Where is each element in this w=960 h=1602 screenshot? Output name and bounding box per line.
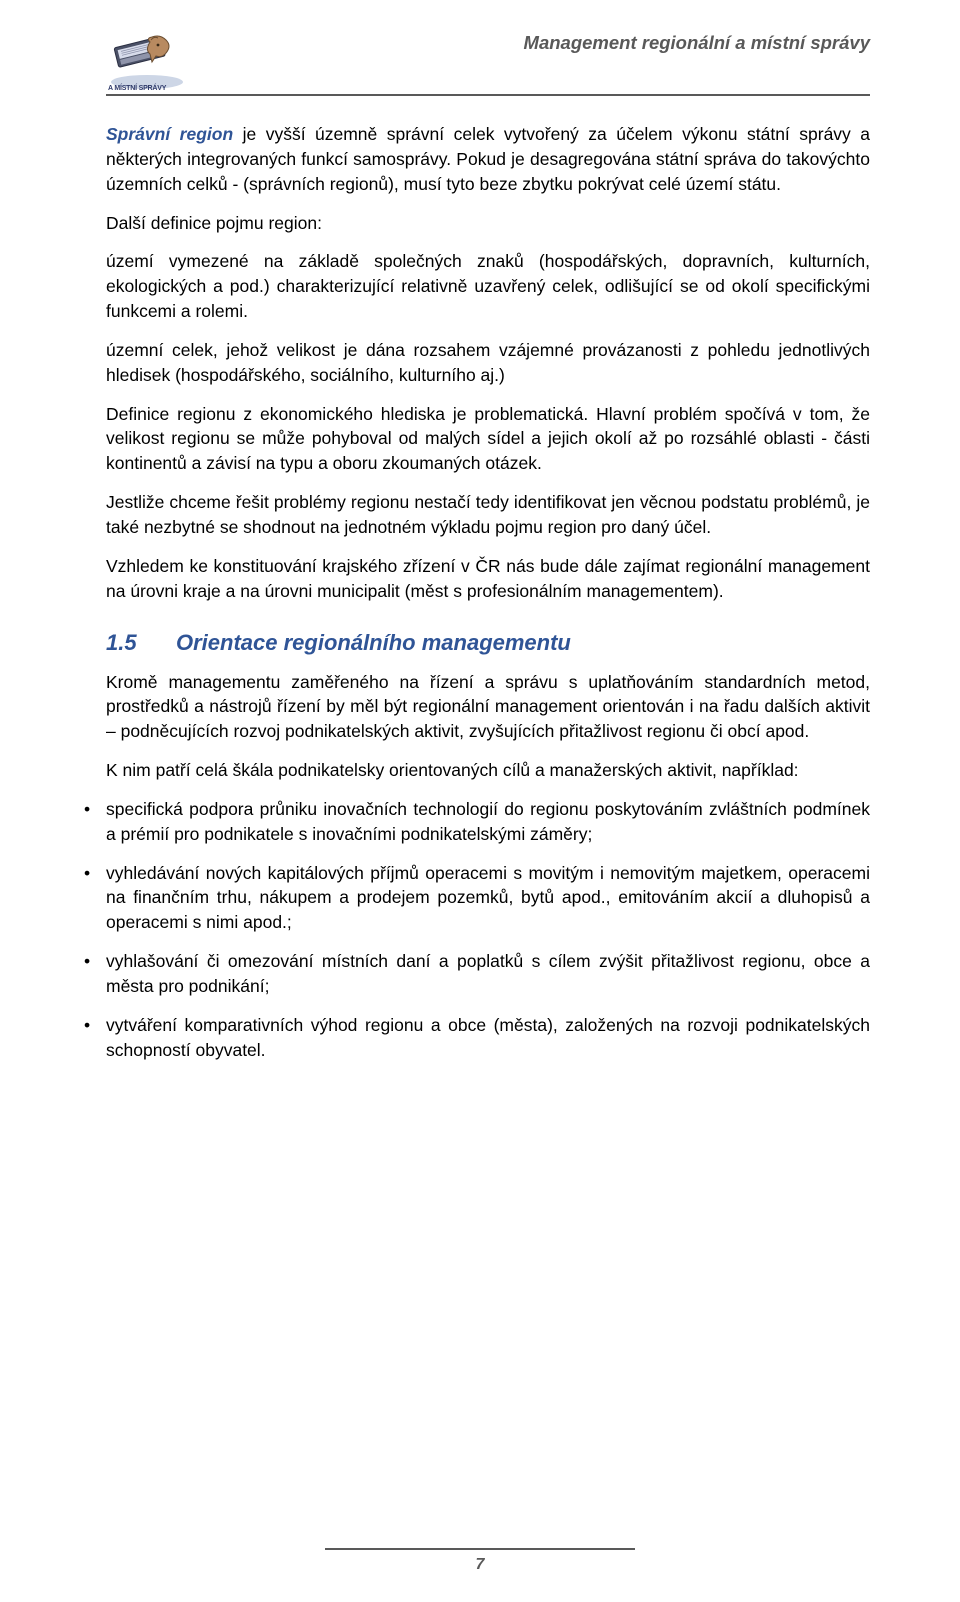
page-footer: 7	[0, 1548, 960, 1574]
list-item: vytváření komparativních výhod regionu a…	[82, 1013, 870, 1063]
logo-caption: A MÍSTNÍ SPRÁVY	[108, 85, 166, 92]
paragraph: území vymezené na základě společných zna…	[106, 249, 870, 324]
defined-term: Správní region	[106, 124, 233, 144]
paragraph: Jestliže chceme řešit problémy regionu n…	[106, 490, 870, 540]
page-header: A MÍSTNÍ SPRÁVY Management regionální a …	[106, 30, 870, 90]
list-item: vyhledávání nových kapitálových příjmů o…	[82, 861, 870, 936]
paragraph: K nim patří celá škála podnikatelsky ori…	[106, 758, 870, 783]
paragraph: územní celek, jehož velikost je dána roz…	[106, 338, 870, 388]
list-item: vyhlašování či omezování místních daní a…	[82, 949, 870, 999]
section-title: Orientace regionálního managementu	[176, 630, 571, 655]
section-heading: 1.5Orientace regionálního managementu	[106, 630, 870, 656]
header-title: Management regionální a místní správy	[202, 30, 870, 54]
page-number: 7	[476, 1556, 485, 1573]
document-page: A MÍSTNÍ SPRÁVY Management regionální a …	[0, 0, 960, 1602]
header-logo: A MÍSTNÍ SPRÁVY	[106, 30, 188, 90]
paragraph: Vzhledem ke konstituování krajského zříz…	[106, 554, 870, 604]
footer-rule	[325, 1548, 635, 1550]
paragraph: Definice regionu z ekonomického hlediska…	[106, 402, 870, 477]
list-item: specifická podpora průniku inovačních te…	[82, 797, 870, 847]
bullet-list: specifická podpora průniku inovačních te…	[82, 797, 870, 1063]
paragraph: Kromě managementu zaměřeného na řízení a…	[106, 670, 870, 745]
paragraph: Další definice pojmu region:	[106, 211, 870, 236]
paragraph: Správní region je vyšší územně správní c…	[106, 122, 870, 197]
header-rule	[106, 94, 870, 96]
section-number: 1.5	[106, 630, 176, 656]
